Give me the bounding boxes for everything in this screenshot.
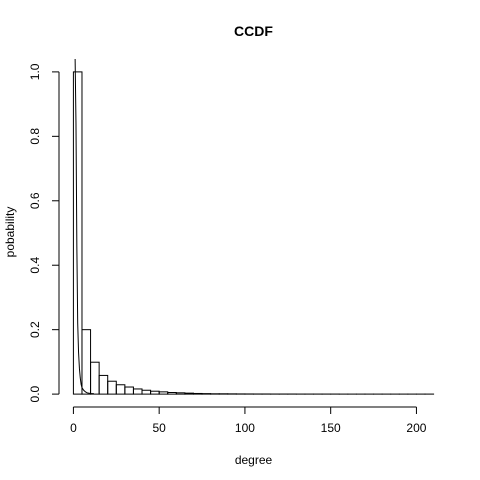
histogram-bar (81, 329, 92, 395)
histogram-bars (72, 71, 435, 395)
histogram-bar (158, 391, 169, 395)
x-axis: 0 50 100 150 200 (70, 406, 427, 435)
x-tick-label: 50 (152, 421, 166, 435)
x-tick-label: 150 (321, 421, 341, 435)
x-axis-label: degree (235, 453, 273, 467)
histogram-bar (124, 386, 134, 395)
y-tick-label: 0.4 (28, 257, 42, 274)
y-axis-label: pobability (3, 207, 17, 258)
fitted-curve-line (74, 58, 95, 395)
x-tick-label: 100 (235, 421, 255, 435)
y-tick-label: 0.2 (28, 321, 42, 338)
histogram-bar (192, 392, 203, 395)
histogram-bar (115, 384, 126, 395)
y-axis: 0.0 0.2 0.4 0.6 0.8 1.0 (28, 63, 60, 402)
histogram-bar (90, 361, 100, 395)
histogram-bar (132, 388, 143, 395)
histogram-bar (167, 392, 177, 395)
histogram-bar (98, 374, 109, 395)
x-tick-label: 200 (406, 421, 426, 435)
histogram-bar (141, 389, 152, 395)
y-tick-label: 0.8 (28, 128, 42, 145)
y-tick-label: 1.0 (28, 63, 42, 80)
histogram-bar (150, 390, 160, 395)
histogram-bar (72, 71, 83, 395)
y-tick-label: 0.0 (28, 385, 42, 402)
x-tick-label: 0 (70, 421, 77, 435)
histogram-bar (184, 392, 194, 395)
y-tick-label: 0.6 (28, 192, 42, 209)
chart-title: CCDF (234, 23, 273, 39)
histogram-bar (175, 392, 186, 395)
fitted-curve (74, 58, 95, 395)
histogram-bar (107, 380, 117, 395)
